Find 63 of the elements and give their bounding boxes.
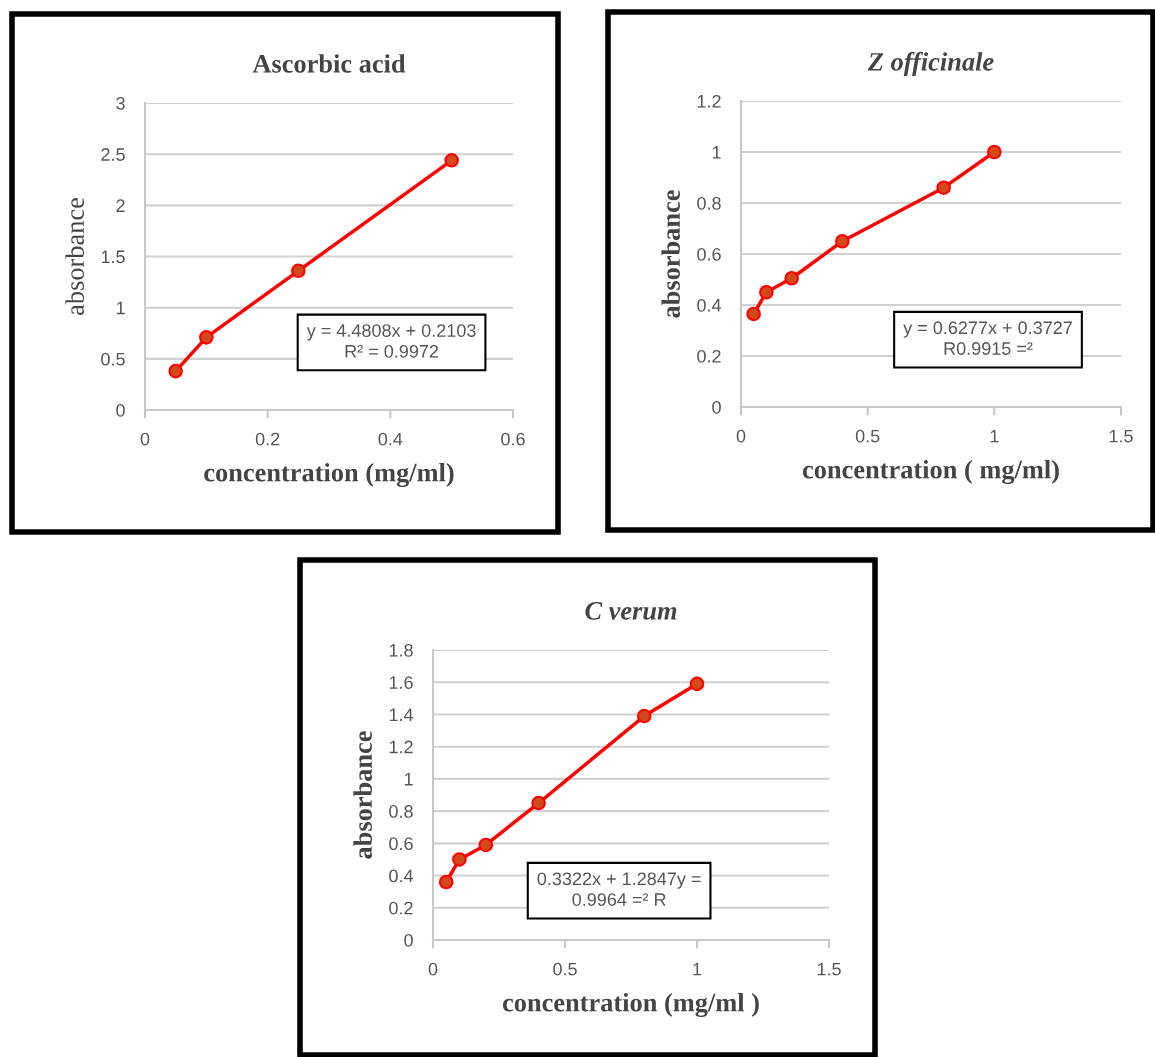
y-tick-label: 1.4	[389, 708, 414, 721]
y-tick-label: 1.5	[101, 250, 125, 264]
point	[199, 330, 214, 345]
x-tick-label: 0.5	[855, 429, 880, 443]
y-tick-label: 1	[116, 301, 125, 315]
y-tick-label: 1.2	[389, 740, 413, 754]
x-tick-label: 1	[990, 429, 999, 443]
y-tick-label: 1.2	[697, 94, 721, 108]
chart-title: Ascorbic acid	[252, 54, 406, 73]
y-tick-label: 1	[404, 773, 413, 786]
chart-title: Z officinale	[867, 51, 994, 77]
y-tick-label: 0.4	[389, 869, 414, 883]
point	[689, 676, 705, 692]
annotation: 0.3322x + 1.2847y = 0.9964 =² R	[537, 872, 701, 906]
x-axis-title: concentration (mg/ml )	[502, 992, 759, 1018]
x-tick-label: 1.5	[1109, 429, 1133, 443]
point	[835, 233, 850, 249]
y-tick-label: 0.2	[697, 349, 721, 363]
point	[531, 795, 546, 811]
y-tick-label: 0.6	[697, 247, 721, 261]
y-tick-label: 1	[712, 146, 721, 159]
y-tick-label: 0.4	[697, 298, 722, 312]
point	[444, 153, 459, 168]
y-tick-label: 0.6	[389, 837, 413, 851]
y-tick-label: 2	[116, 199, 125, 212]
point	[784, 270, 799, 286]
annotation: y = 4.4808x + 0.2103 R² = 0.9972	[306, 324, 476, 358]
x-axis-title: concentration ( mg/ml)	[802, 459, 1059, 485]
y-axis-title: absorbance	[65, 198, 84, 315]
point	[438, 874, 454, 890]
y-tick-label: 0	[404, 933, 413, 947]
y-tick-label: 0	[712, 400, 721, 414]
point	[746, 306, 761, 322]
x-tick-label: 1.5	[817, 962, 841, 976]
point	[291, 263, 306, 279]
x-tick-label: 0.2	[255, 432, 280, 446]
x-tick-label: 0.4	[378, 432, 403, 446]
y-tick-label: 2.5	[101, 148, 125, 161]
point	[636, 708, 652, 724]
point	[452, 852, 467, 867]
y-tick-label: 0.8	[697, 196, 721, 210]
y-axis-title: absorbance	[661, 190, 680, 318]
point	[168, 363, 183, 379]
point	[759, 284, 774, 300]
point	[936, 180, 951, 195]
y-tick-label: 0	[116, 403, 125, 417]
y-tick-label: 0.8	[389, 805, 413, 818]
x-tick-label: 0	[428, 962, 438, 976]
y-tick-label: 1.6	[389, 676, 413, 689]
y-tick-label: 0.5	[101, 352, 125, 366]
annotation: y = 0.6277x + 0.3727 R0.9915 =²	[903, 321, 1072, 355]
x-tick-label: 0.5	[553, 962, 577, 976]
y-axis-title: absorbance	[353, 731, 372, 859]
chart-title: C verum	[585, 601, 677, 620]
x-tick-label: 0	[140, 432, 150, 446]
point	[987, 144, 1002, 160]
x-tick-label: 0.6	[501, 432, 525, 446]
y-tick-label: 0.2	[389, 901, 413, 915]
x-axis-title: concentration (mg/ml)	[204, 462, 454, 488]
x-tick-label: 0	[736, 429, 746, 443]
point	[478, 837, 494, 853]
y-tick-label: 1.8	[389, 643, 413, 657]
y-tick-label: 3	[116, 96, 125, 110]
